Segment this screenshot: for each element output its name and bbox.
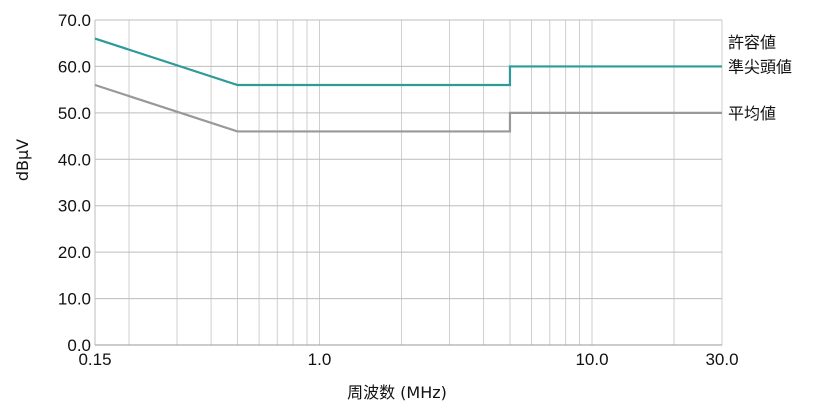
legend-header-label: 許容値 (728, 33, 776, 52)
y-tick-label: 70.0 (58, 11, 91, 30)
y-tick-label: 10.0 (58, 290, 91, 309)
x-tick-label: 1.0 (308, 350, 332, 369)
x-tick-label: 0.15 (78, 350, 111, 369)
y-tick-label: 40.0 (58, 150, 91, 169)
limit-series-lines (94, 37, 722, 133)
legend-label-average: 平均値 (728, 104, 776, 123)
vertical-gridlines (94, 20, 723, 345)
y-tick-label: 50.0 (58, 104, 91, 123)
y-axis-title: dBμV (13, 139, 32, 181)
x-tick-label: 10.0 (575, 350, 608, 369)
series-line-average (94, 83, 722, 133)
x-tick-labels: 0.15 1.0 10.0 30.0 (78, 350, 738, 369)
y-tick-label: 0.0 (67, 336, 91, 355)
legend-label-quasi-peak: 準尖頭値 (728, 57, 792, 76)
y-tick-label: 30.0 (58, 197, 91, 216)
y-tick-label: 60.0 (58, 57, 91, 76)
y-tick-label: 20.0 (58, 243, 91, 262)
x-tick-label: 30.0 (705, 350, 738, 369)
y-tick-labels: 0.0 10.0 20.0 30.0 40.0 50.0 60.0 70.0 (58, 11, 91, 355)
series-line-quasi-peak (94, 37, 722, 87)
x-axis-title: 周波数 (MHz) (347, 383, 447, 402)
